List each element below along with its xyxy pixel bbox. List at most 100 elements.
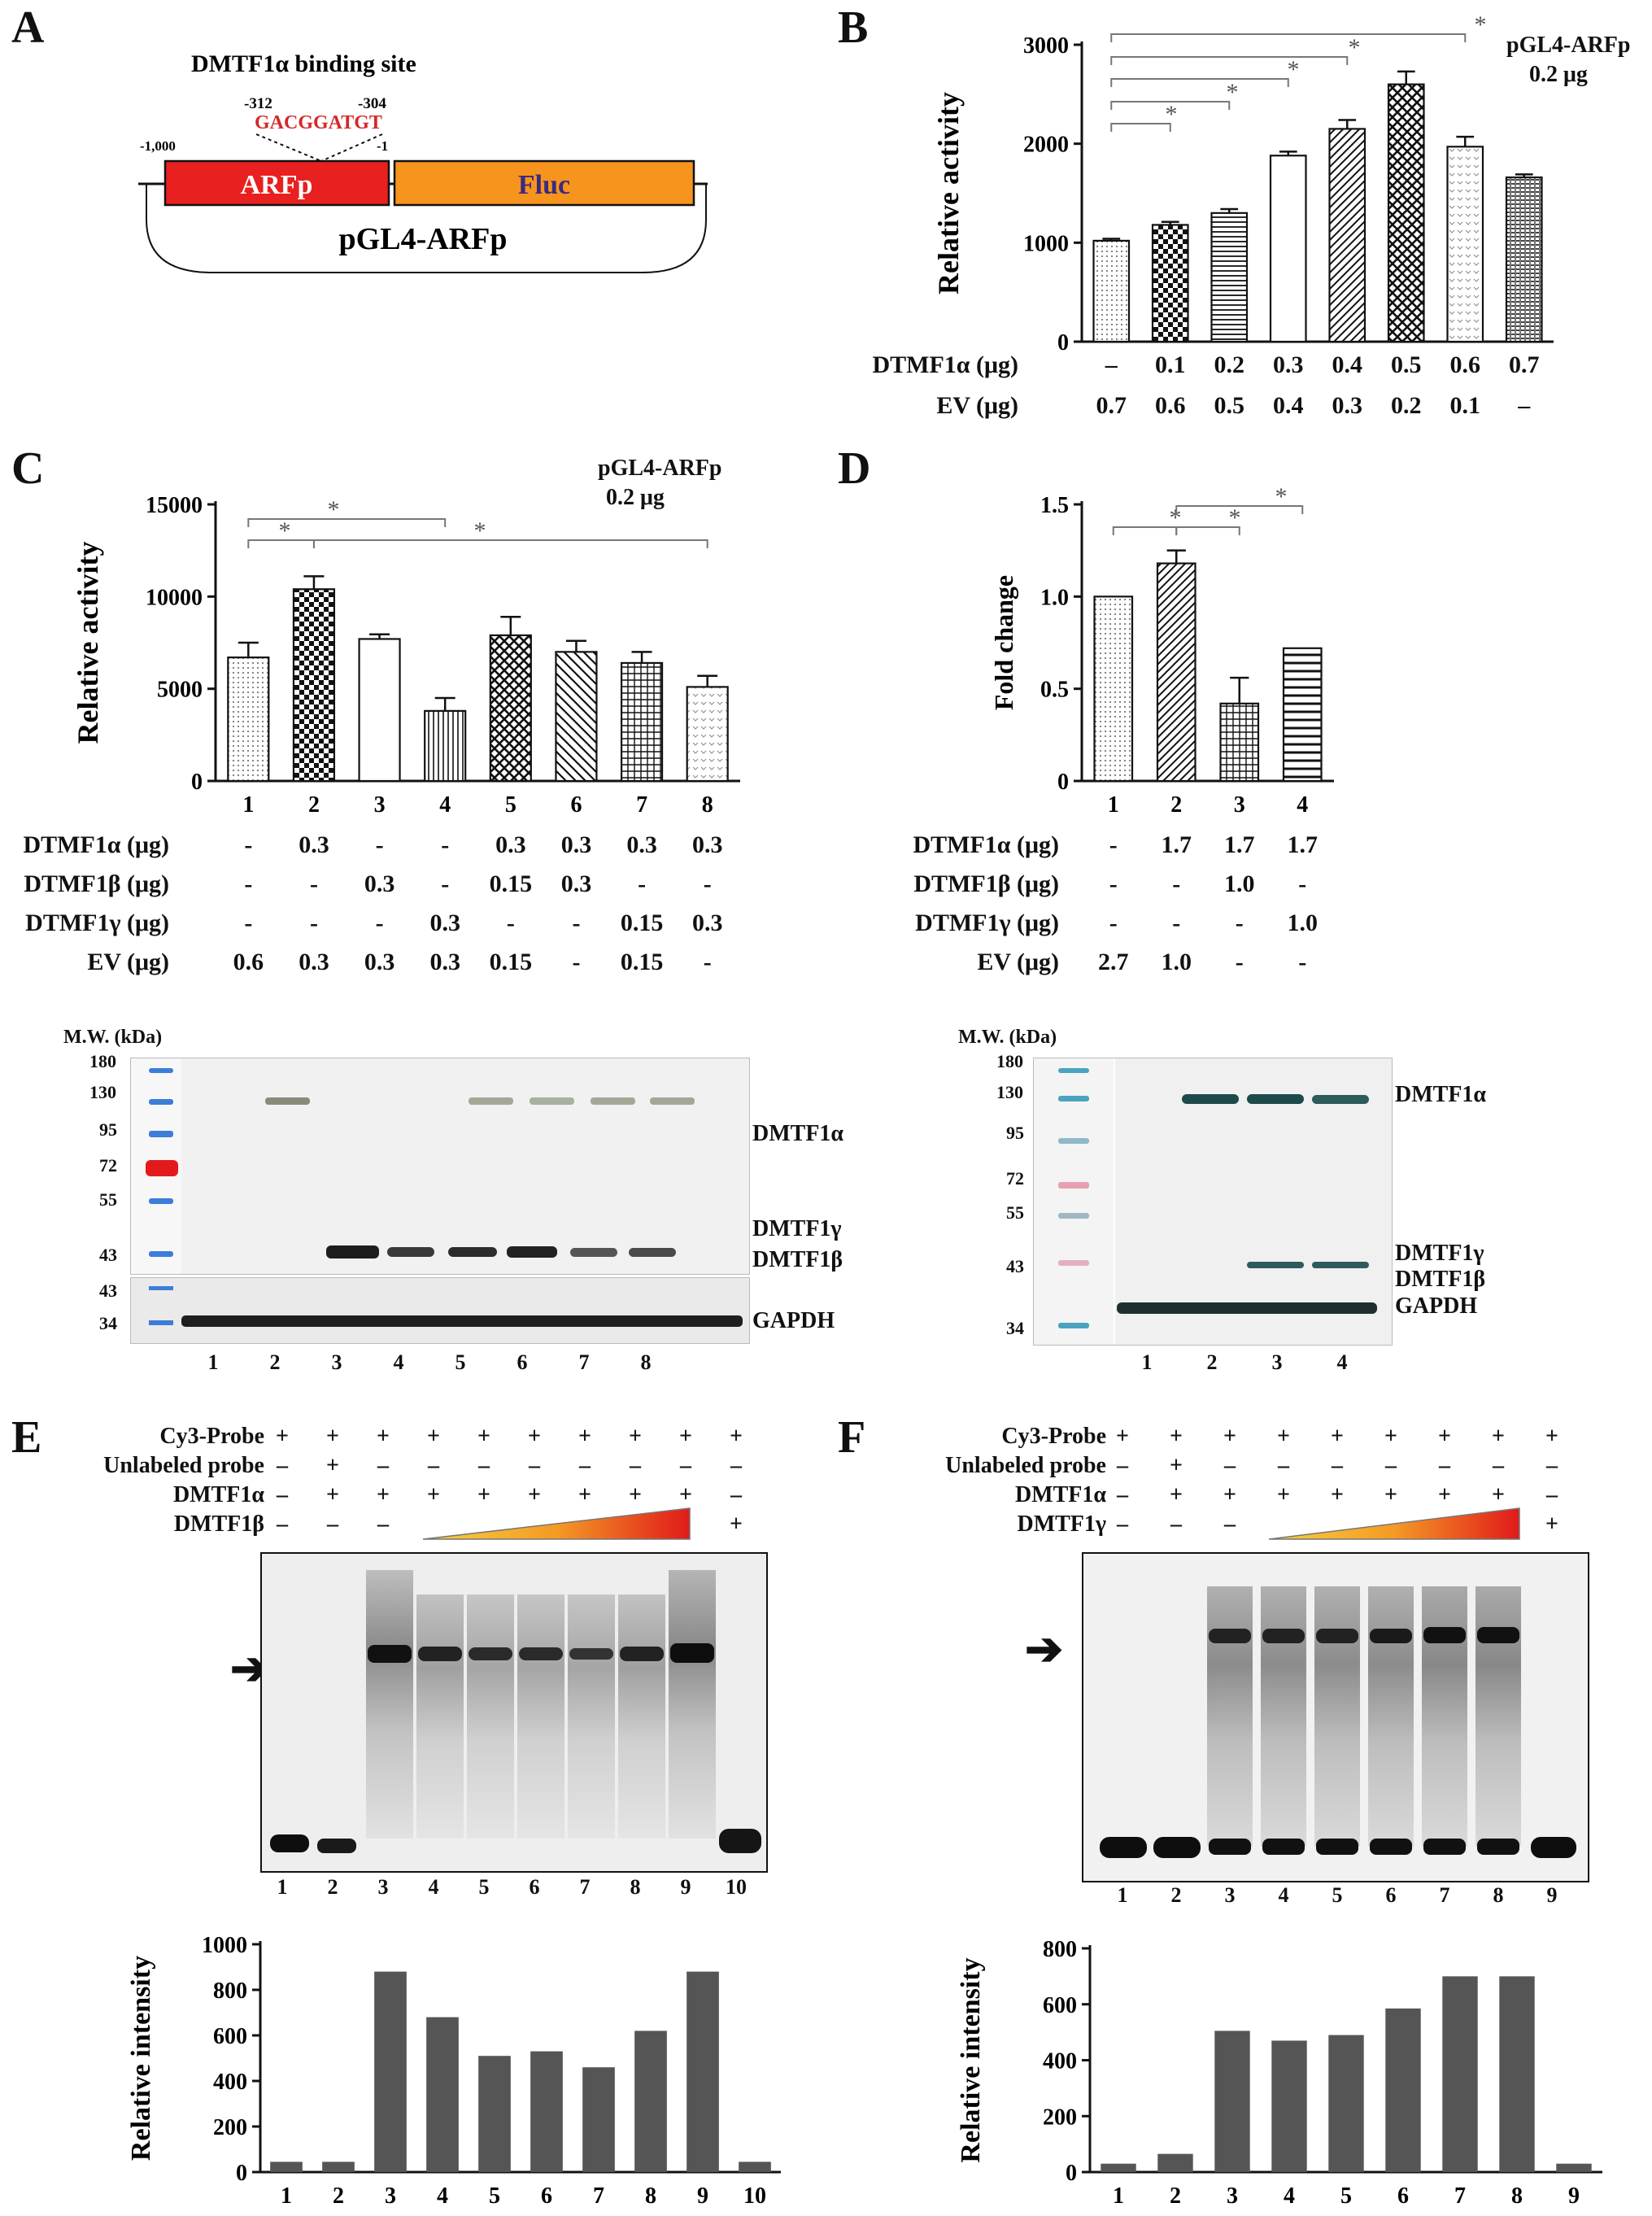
significance-bracket [312, 539, 708, 548]
panel-d-western-blot [1033, 1058, 1393, 1346]
panel-d-table-cell: 2.7 [1098, 949, 1129, 975]
panel-d-table-cell: - [1172, 910, 1181, 936]
mw-c-55: 55 [99, 1189, 117, 1210]
panel-b-table-cell: 0.2 [1214, 351, 1245, 378]
panel-b-table-row-label: DTMF1α (μg) [872, 351, 1018, 378]
bar [489, 634, 532, 783]
panel-c-table-cell: - [309, 870, 318, 897]
panel-f-table-cell: + [1492, 1482, 1505, 1507]
panel-c-table-cell: 0.3 [560, 831, 592, 858]
panel-e-table-cell: + [578, 1482, 591, 1507]
panel-c-table-cell: - [703, 949, 712, 975]
panel-b-table-row-label: EV (μg) [936, 392, 1018, 419]
panel-c-table-row-label: DTMF1γ (μg) [25, 910, 169, 936]
panel-f-gel-lane-number: 5 [1332, 1883, 1343, 1907]
panel-c-table-cell: - [375, 910, 384, 936]
significance-star: * [1475, 11, 1487, 38]
mw-c-95: 95 [99, 1119, 117, 1140]
panel-d-table-cell: 1.7 [1224, 831, 1255, 858]
binding-sequence: GACGGATGT [255, 112, 382, 133]
x-tick-label: 9 [697, 2183, 708, 2209]
bar [358, 638, 401, 783]
band-d-gapdh: GAPDH [1395, 1293, 1478, 1319]
panel-c-blot-lane-number: 7 [578, 1350, 590, 1374]
panel-e-table-row-label: Cy3-Probe [159, 1424, 264, 1449]
panel-d-blot-lane-number: 2 [1206, 1350, 1218, 1374]
panel-d-letter: D [838, 443, 871, 494]
mw-d-130: 130 [996, 1082, 1023, 1102]
panel-c-table-cell: 0.3 [299, 831, 329, 858]
panel-d-blot-lane-number: 1 [1141, 1350, 1153, 1374]
panel-d-table-cell: 1.7 [1161, 831, 1192, 858]
panel-c-table-cell: - [375, 831, 384, 858]
bar [582, 2067, 615, 2172]
mw-d-95: 95 [1006, 1123, 1024, 1143]
panel-f-emsa-gel [1082, 1552, 1589, 1882]
panel-d-table-cell: - [1109, 831, 1118, 858]
bar [1328, 128, 1366, 343]
panel-d-table-row-label: DTMF1γ (μg) [915, 910, 1059, 936]
x-tick-label: 8 [1511, 2183, 1523, 2209]
panel-c-table-cell: 0.3 [429, 949, 460, 975]
mw-c-43b: 43 [99, 1280, 117, 1301]
y-axis-label: Relative intensity [126, 1956, 156, 2161]
panel-e-gel-lane-number: 10 [726, 1875, 747, 1899]
panel-b-table-cell: 0.5 [1214, 392, 1245, 419]
panel-f-table-cell: + [1331, 1482, 1344, 1507]
panel-c-table-cell: - [441, 870, 450, 897]
significance-star: * [1227, 79, 1239, 106]
panel-c-table-cell: - [244, 870, 253, 897]
panel-e-table-cell: + [730, 1424, 743, 1449]
panel-f-arrow-icon: ➔ [1025, 1625, 1063, 1675]
significance-star: * [1275, 483, 1288, 510]
bar [686, 686, 729, 783]
panel-f-table-cell: + [1545, 1512, 1558, 1537]
y-tick-label: 1000 [1023, 231, 1069, 256]
y-tick-label: 2000 [1023, 133, 1069, 158]
plasmid-label: pGL4-ARFp [339, 222, 508, 256]
panel-c-table-cell: 0.6 [233, 949, 264, 975]
panel-b-table-cell: 0.6 [1449, 351, 1481, 378]
bar [1093, 595, 1134, 783]
bar [1151, 224, 1189, 343]
panel-f-letter: F [838, 1412, 866, 1463]
panel-c-table-cell: 0.3 [626, 831, 657, 858]
panel-f-table-row-label: Cy3-Probe [1001, 1424, 1106, 1449]
bar [1092, 239, 1131, 343]
y-tick-label: 10000 [146, 585, 203, 610]
bar [1446, 146, 1484, 343]
panel-f-table-row-label: Unlabeled probe [945, 1453, 1106, 1478]
pos-left: -312 [244, 95, 272, 112]
bar [620, 661, 664, 783]
y-tick-label: 1.5 [1040, 493, 1069, 518]
x-tick-label: 3 [374, 792, 386, 818]
bar [530, 2051, 563, 2172]
bar [1214, 2031, 1250, 2172]
panel-c-table-cell: - [309, 910, 318, 936]
panel-b-table-cell: – [1518, 392, 1531, 419]
panel-c-table-cell: 0.3 [691, 910, 723, 936]
panel-f-gel-lane-number: 2 [1170, 1883, 1182, 1907]
panel-b-letter: B [838, 2, 869, 53]
panel-c-table-cell: - [506, 910, 515, 936]
panel-e-gel-lane-number: 3 [377, 1875, 389, 1899]
significance-bracket [1110, 78, 1289, 87]
panel-d-table-cell: 1.0 [1224, 870, 1255, 897]
y-tick-label: 3000 [1023, 33, 1069, 59]
band-d-dmtf1a: DMTF1α [1395, 1082, 1487, 1107]
panel-e-table-cell: + [679, 1482, 692, 1507]
panel-e-gel-lane-number: 5 [478, 1875, 490, 1899]
panel-d-table-cell: - [1172, 870, 1181, 897]
panel-c-blot-lane-number: 6 [517, 1350, 528, 1374]
mw-d-180: 180 [996, 1051, 1023, 1071]
panel-e-table-cell: – [327, 1512, 338, 1537]
panel-b-table-cell: 0.4 [1273, 392, 1304, 419]
panel-e-table-cell: + [477, 1424, 490, 1449]
panel-f-table-cell: – [1170, 1512, 1182, 1537]
panel-b-note-1: pGL4-ARFp [1506, 33, 1631, 58]
panel-f-table-cell: + [1223, 1482, 1236, 1507]
panel-e-table-cell: – [478, 1453, 490, 1478]
fluc-reporter-box [393, 159, 695, 207]
panel-b-table-cell: 0.5 [1391, 351, 1422, 378]
panel-f-table-cell: – [1493, 1453, 1504, 1478]
